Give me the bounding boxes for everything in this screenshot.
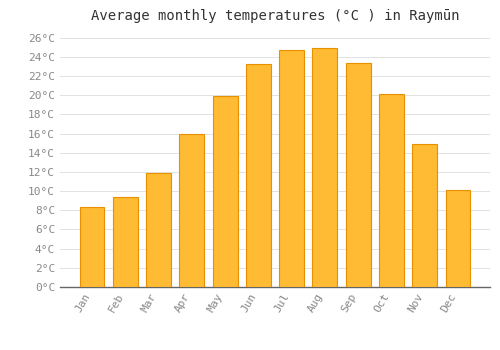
Bar bbox=[180, 133, 204, 287]
Bar bbox=[246, 64, 271, 287]
Bar bbox=[113, 197, 138, 287]
Bar bbox=[80, 208, 104, 287]
Bar bbox=[279, 50, 304, 287]
Bar bbox=[346, 63, 370, 287]
Bar bbox=[412, 144, 437, 287]
Bar bbox=[312, 48, 338, 287]
Bar bbox=[212, 96, 238, 287]
Bar bbox=[446, 190, 470, 287]
Bar bbox=[379, 94, 404, 287]
Title: Average monthly temperatures (°C ) in Raymūn: Average monthly temperatures (°C ) in Ra… bbox=[91, 9, 459, 23]
Bar bbox=[146, 173, 171, 287]
